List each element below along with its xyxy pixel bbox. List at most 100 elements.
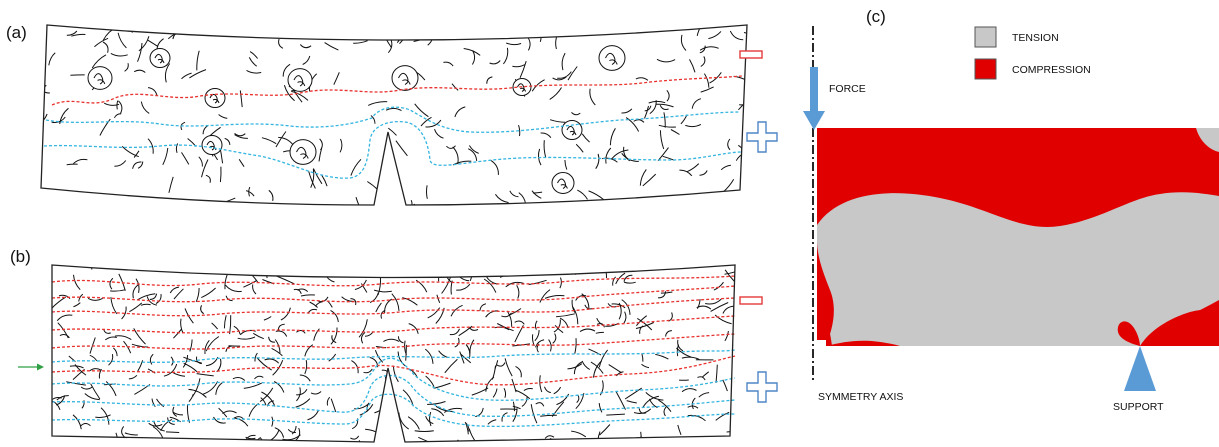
microcrack (399, 32, 411, 45)
microcrack (102, 41, 109, 53)
symmetry-axis-label: SYMMETRY AXIS (818, 391, 903, 403)
microcrack (414, 430, 434, 433)
microcrack (169, 286, 179, 294)
microcrack (463, 48, 481, 56)
microcrack (552, 76, 567, 81)
microcrack (512, 343, 531, 347)
microcrack (198, 156, 203, 167)
microcrack (66, 30, 78, 36)
microcrack (484, 273, 498, 285)
microcrack (160, 418, 173, 432)
microcrack (405, 344, 407, 361)
microcrack (598, 403, 603, 413)
microcrack (539, 289, 551, 303)
microcrack (164, 63, 171, 83)
microcrack (254, 375, 264, 380)
microcrack (354, 403, 369, 410)
aggregate-detail (293, 75, 306, 87)
microcrack (275, 330, 288, 337)
microcrack (441, 277, 451, 294)
microcrack (302, 55, 311, 65)
microcrack (456, 283, 471, 291)
microcrack (640, 431, 644, 442)
microcrack (514, 320, 525, 325)
microcrack (132, 161, 142, 169)
microcrack (657, 147, 669, 162)
microcrack (224, 137, 231, 145)
microcrack (663, 406, 667, 417)
microcrack (173, 288, 184, 300)
microcrack (201, 287, 216, 299)
microcrack (596, 323, 605, 328)
microcrack (588, 190, 605, 201)
microcrack (260, 397, 267, 406)
microcrack (232, 377, 246, 381)
microcrack (635, 322, 655, 329)
microcrack (57, 322, 69, 339)
microcrack (426, 185, 428, 199)
microcrack (438, 350, 449, 359)
microcrack (644, 105, 649, 119)
microcrack (735, 151, 747, 161)
microcrack (681, 388, 697, 393)
microcrack (700, 56, 706, 67)
microcrack (271, 416, 274, 427)
microcrack (626, 400, 637, 404)
microcrack (147, 39, 159, 48)
microcrack (534, 329, 540, 342)
microcrack (153, 25, 161, 31)
microcrack (512, 64, 525, 68)
microcrack (109, 277, 114, 290)
microcrack (724, 269, 735, 275)
panel-a-beam (40, 24, 778, 206)
microcrack (376, 28, 392, 36)
aggregate-particle (289, 139, 317, 165)
legend-swatch-compression (974, 58, 997, 80)
microcrack (641, 363, 650, 369)
microcrack (543, 140, 547, 158)
microcrack (310, 168, 315, 188)
microcrack (216, 358, 222, 373)
microcrack (268, 189, 274, 201)
panel-b-plus-sign (746, 371, 778, 403)
panel-b-beam (18, 264, 778, 443)
microcrack (571, 299, 576, 313)
microcrack (598, 349, 608, 368)
microcrack (659, 130, 665, 150)
microcrack (503, 387, 507, 398)
microcrack (312, 168, 323, 185)
microcrack (263, 268, 268, 279)
microcrack (535, 339, 545, 348)
microcrack (556, 313, 575, 318)
panel-a-microcracks (41, 25, 747, 205)
microcrack (196, 373, 214, 377)
microcrack (465, 344, 471, 359)
microcrack (666, 89, 670, 102)
aggregate-particle (598, 45, 626, 71)
microcrack (219, 166, 222, 183)
microcrack (639, 436, 652, 442)
microcrack (168, 176, 174, 193)
microcrack (518, 192, 527, 205)
microcrack (89, 354, 98, 362)
microcrack (494, 194, 509, 204)
microcrack (457, 274, 470, 282)
microcrack (420, 116, 432, 127)
microcrack (388, 127, 397, 136)
microcrack (138, 36, 150, 52)
microcrack (658, 399, 672, 412)
microcrack (213, 416, 226, 424)
microcrack (489, 60, 501, 65)
microcrack (451, 83, 459, 91)
microcrack (146, 296, 157, 306)
microcrack (66, 163, 78, 166)
microcrack (429, 411, 432, 427)
microcrack (283, 85, 295, 102)
microcrack (304, 359, 308, 375)
microcrack (137, 42, 143, 62)
microcrack (621, 299, 631, 315)
microcrack (133, 150, 140, 158)
microcrack (581, 360, 591, 370)
legend-swatch-tension (974, 26, 997, 48)
microcrack (245, 190, 255, 197)
